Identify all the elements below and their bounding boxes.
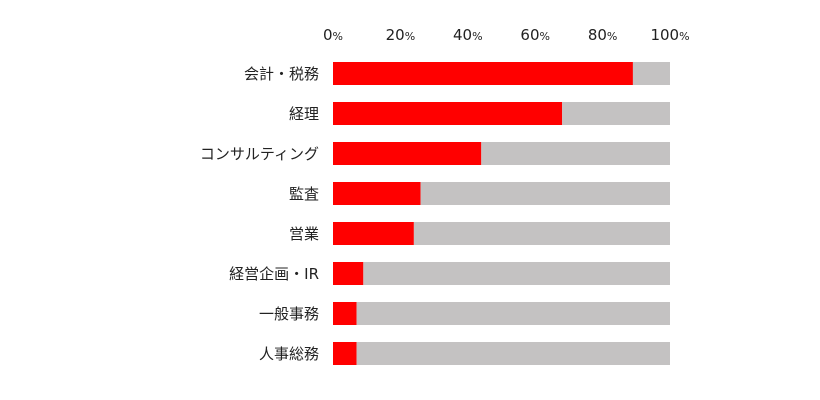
bar-segment-primary [333,222,414,245]
bar-segment-primary [333,182,421,205]
category-label: コンサルティング [200,145,319,163]
category-label: 人事総務 [259,345,319,363]
bar-segment-primary [333,302,357,325]
x-tick-label: 60% [520,26,550,44]
category-label: 営業 [289,225,319,243]
bar-segment-remainder [420,182,670,205]
category-label: 経理 [289,105,319,123]
x-tick-label: 0% [323,26,343,44]
x-tick-label: 20% [386,26,416,44]
bar-segment-remainder [632,62,670,85]
category-label: 経営企画・IR [229,265,319,283]
bars [333,62,670,365]
bar-segment-primary [333,342,357,365]
bar-segment-primary [333,142,482,165]
bar-segment-primary [333,62,633,85]
x-tick-label: 40% [453,26,483,44]
category-label: 監査 [289,185,319,203]
bar-segment-remainder [481,142,670,165]
bar-segment-primary [333,102,563,125]
bar-segment-remainder [356,342,670,365]
x-tick-label: 100% [650,26,689,44]
category-label: 一般事務 [259,305,319,323]
bar-segment-remainder [363,262,670,285]
bar-segment-primary [333,262,364,285]
bar-segment-remainder [562,102,670,125]
bar-segment-remainder [413,222,670,245]
bar-segment-remainder [356,302,670,325]
x-tick-label: 80% [588,26,618,44]
category-label: 会計・税務 [244,65,319,83]
x-axis: 0% 20% 40% 60% 80% 100% [323,26,690,44]
